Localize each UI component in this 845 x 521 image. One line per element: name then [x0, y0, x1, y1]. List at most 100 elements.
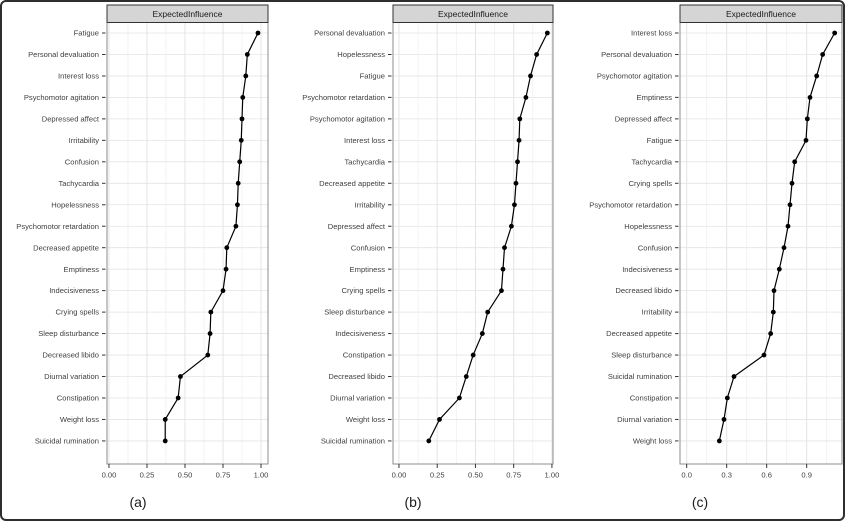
data-point [528, 73, 533, 79]
y-axis-label: Constipation [343, 351, 385, 360]
strip-title: ExpectedInfluence [153, 9, 223, 19]
data-point [223, 266, 229, 272]
y-axis-label: Psychomotor agitation [24, 93, 99, 102]
y-axis-label: Psychomotor retardation [589, 200, 672, 209]
y-axis-label: Depressed affect [42, 114, 100, 123]
data-point [787, 202, 793, 208]
data-point [205, 352, 211, 358]
y-axis-label: Weight loss [633, 437, 672, 446]
data-point [771, 288, 777, 294]
data-point [162, 417, 168, 422]
y-axis-label: Interest loss [631, 29, 672, 38]
x-axis-label: 0.75 [216, 471, 231, 480]
data-point [768, 331, 774, 336]
x-axis-label: 0.75 [506, 471, 521, 480]
y-axis-label: Decreased appetite [33, 243, 99, 252]
x-axis-label: 0.50 [178, 471, 193, 480]
y-axis-label: Indecisiveness [622, 265, 672, 274]
data-point [512, 202, 517, 208]
data-point [523, 95, 529, 100]
y-axis-label: Emptiness [64, 265, 100, 274]
y-axis-label: Weight loss [60, 415, 99, 424]
data-point [807, 95, 813, 100]
data-line [428, 32, 548, 442]
data-point [832, 30, 838, 36]
y-axis-label: Sleep disturbance [38, 329, 99, 338]
y-axis-label: Psychomotor agitation [597, 72, 672, 81]
data-point [208, 309, 214, 315]
y-axis-label: Hopelessness [624, 222, 672, 231]
y-axis-label: Indecisiveness [335, 329, 385, 338]
data-point [516, 137, 522, 143]
y-axis-label: Confusion [351, 243, 385, 252]
x-axis-label: 0.9 [801, 471, 812, 480]
y-axis-label: Decreased appetite [319, 179, 385, 188]
data-point [770, 309, 776, 315]
panel-b: ExpectedInfluence Personal devaluation Hop… [302, 4, 560, 480]
data-point [716, 438, 722, 444]
y-axis-label: Fatigue [647, 136, 672, 145]
y-axis-label: Emptiness [637, 93, 673, 102]
data-point [178, 374, 183, 379]
data-point [237, 159, 243, 165]
data-point [517, 116, 523, 122]
y-axis-label: Constipation [57, 394, 99, 403]
y-axis-label: Irritability [69, 136, 100, 145]
panel-label-a: (a) [129, 494, 147, 510]
data-point [721, 417, 727, 422]
strip-header [392, 4, 554, 23]
data-point [162, 438, 168, 444]
y-axis-label: Depressed affect [328, 222, 386, 231]
data-point [544, 30, 550, 36]
data-point [502, 245, 507, 251]
data-line [718, 32, 836, 442]
panel-c: ExpectedInfluence Interest loss Personal d… [589, 4, 843, 480]
x-axis-label: 0.25 [140, 471, 155, 480]
x-axis-label: 0.00 [102, 471, 117, 480]
strip-header [106, 4, 269, 23]
y-axis-label: Tachycardia [58, 179, 99, 188]
y-axis-label: Personal devaluation [28, 50, 99, 59]
y-axis-label: Emptiness [350, 265, 386, 274]
data-point [240, 95, 246, 100]
strip-header [679, 4, 843, 23]
data-point [485, 309, 491, 315]
y-axis-label: Irritability [355, 200, 386, 209]
y-axis-label: Decreased appetite [606, 329, 672, 338]
y-axis-label: Suicidal rumination [35, 437, 99, 446]
y-axis-label: Fatigue [74, 29, 99, 38]
x-axis-label: 0.6 [761, 471, 772, 480]
data-point [776, 266, 782, 272]
x-axis-label: 1.00 [254, 471, 269, 480]
data-point [513, 180, 519, 186]
y-axis-label: Interest loss [58, 72, 99, 81]
data-line [164, 32, 259, 441]
data-point [207, 331, 213, 336]
data-point [235, 202, 240, 208]
y-axis-label: Suicidal rumination [608, 372, 672, 381]
data-point [238, 137, 244, 143]
data-point [789, 180, 795, 186]
data-point [820, 52, 826, 57]
x-axis-label: 0.50 [468, 471, 483, 480]
x-axis-label: 0.3 [721, 471, 732, 480]
data-point [534, 52, 540, 57]
data-point [500, 266, 506, 272]
y-axis-label: Irritability [642, 308, 673, 317]
y-axis-label: Decreased libido [42, 351, 99, 360]
y-axis-label: Diurnal variation [330, 394, 385, 403]
data-point [814, 73, 820, 79]
panel-a: ExpectedInfluence Fatigue Personal devalua… [16, 4, 269, 480]
data-point [781, 245, 787, 251]
panel-label-c: (c) [691, 494, 709, 510]
data-point [235, 180, 241, 186]
y-axis-label: Weight loss [346, 415, 385, 424]
y-axis-label: Crying spells [629, 179, 673, 188]
data-point [175, 395, 181, 401]
strip-title: ExpectedInfluence [726, 9, 796, 19]
y-axis-label: Personal devaluation [601, 50, 672, 59]
y-axis-label: Hopelessness [337, 50, 385, 59]
data-point [426, 438, 432, 444]
x-axis-label: 1.00 [545, 471, 560, 480]
